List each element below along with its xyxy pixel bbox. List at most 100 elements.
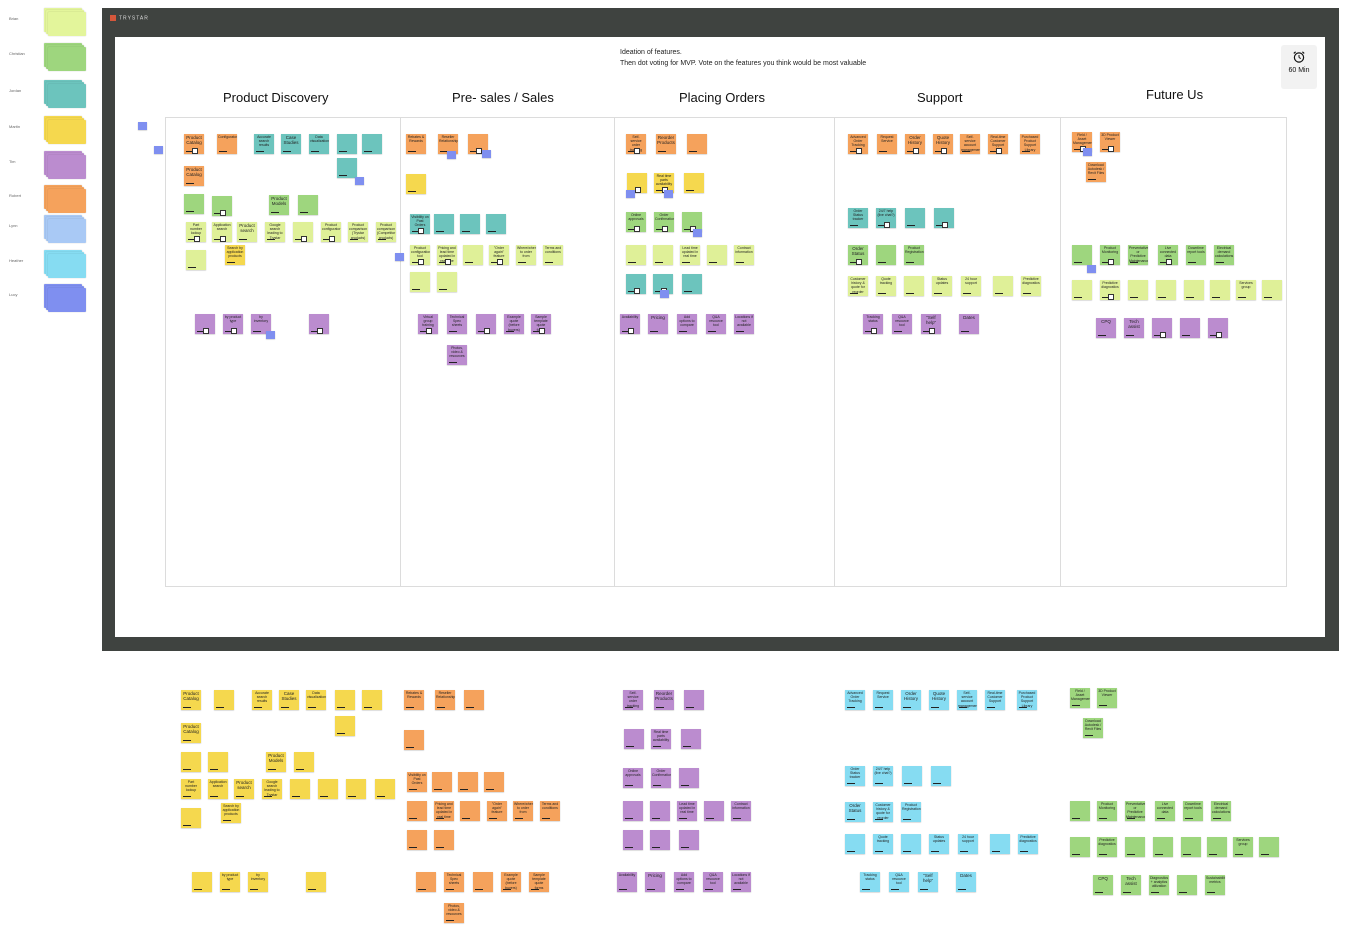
- sticky-note[interactable]: CPQ: [1093, 875, 1113, 895]
- sticky-note[interactable]: Application search: [208, 779, 228, 799]
- sticky-note[interactable]: Pricing and lead time updated in real ti…: [434, 801, 454, 821]
- vote-dot-icon[interactable]: [941, 148, 947, 154]
- sticky-note[interactable]: "Self help": [918, 872, 938, 892]
- sticky-note[interactable]: Rebates & Rewards: [406, 134, 426, 154]
- sticky-note[interactable]: Product Registration: [904, 245, 924, 265]
- small-sticky-marker[interactable]: [447, 151, 456, 159]
- sticky-note[interactable]: [473, 872, 493, 892]
- sticky-note[interactable]: Product Models: [266, 752, 286, 772]
- sticky-note[interactable]: Q&A resource tool: [889, 872, 909, 892]
- legend-swatch-martin[interactable]: [44, 116, 86, 144]
- sticky-note[interactable]: [458, 772, 478, 792]
- small-sticky-marker[interactable]: [482, 150, 491, 158]
- sticky-note[interactable]: Technical Spec sheets: [444, 872, 464, 892]
- sticky-note[interactable]: Example quote (before buyers): [504, 314, 524, 334]
- sticky-note[interactable]: [1259, 837, 1279, 857]
- vote-dot-icon[interactable]: [662, 226, 668, 232]
- sticky-note[interactable]: Data visualizations: [309, 134, 329, 154]
- sticky-note[interactable]: Terms and conditions: [543, 245, 563, 265]
- sticky-note[interactable]: Online approvals: [626, 212, 646, 232]
- legend-swatch-robert[interactable]: [44, 185, 86, 213]
- sticky-note[interactable]: by product type: [223, 314, 243, 334]
- sticky-note[interactable]: [681, 729, 701, 749]
- sticky-note[interactable]: [1128, 280, 1148, 300]
- sticky-note[interactable]: Contract information: [734, 245, 754, 265]
- sticky-note[interactable]: [707, 245, 727, 265]
- sticky-note[interactable]: Services group: [1233, 837, 1253, 857]
- sticky-note[interactable]: [1070, 801, 1090, 821]
- sticky-note[interactable]: Self-service order tracking: [623, 690, 643, 710]
- sticky-note[interactable]: [362, 134, 382, 154]
- vote-dot-icon[interactable]: [497, 259, 503, 265]
- sticky-note[interactable]: Customer history & quote for reorder: [848, 276, 868, 296]
- sticky-note[interactable]: [294, 752, 314, 772]
- legend-swatch-heather[interactable]: [44, 250, 86, 278]
- sticky-note[interactable]: Self-service account management: [957, 690, 977, 710]
- sticky-note[interactable]: Pricing: [645, 872, 665, 892]
- sticky-note[interactable]: Live connected data: [1158, 245, 1178, 265]
- sticky-note[interactable]: Visibility on Past Orders: [410, 214, 430, 234]
- sticky-note[interactable]: Predictive diagnostics: [1018, 834, 1038, 854]
- sticky-note[interactable]: [1153, 837, 1173, 857]
- sticky-note[interactable]: Order History: [905, 134, 925, 154]
- sticky-note[interactable]: Self-service account management: [960, 134, 980, 154]
- sticky-note[interactable]: Downtime report tools: [1186, 245, 1206, 265]
- sticky-note[interactable]: [1184, 280, 1204, 300]
- sticky-note[interactable]: Search by application products: [225, 245, 245, 265]
- sticky-note[interactable]: Electrical demand calculations: [1211, 801, 1231, 821]
- sticky-note[interactable]: 24 hour support: [961, 276, 981, 296]
- sticky-note[interactable]: "Self help": [921, 314, 941, 334]
- sticky-note[interactable]: [195, 314, 215, 334]
- sticky-note[interactable]: Advanced Order Tracking: [848, 134, 868, 154]
- small-sticky-marker[interactable]: [1087, 265, 1096, 273]
- sticky-note[interactable]: [460, 214, 480, 234]
- sticky-note[interactable]: [476, 314, 496, 334]
- sticky-note[interactable]: [1180, 318, 1200, 338]
- sticky-note[interactable]: Case Studies: [279, 690, 299, 710]
- sticky-note[interactable]: Predictive diagnostics: [1097, 837, 1117, 857]
- vote-dot-icon[interactable]: [1108, 259, 1114, 265]
- sticky-note[interactable]: [293, 222, 313, 242]
- sticky-note[interactable]: [1125, 837, 1145, 857]
- sticky-note[interactable]: [346, 779, 366, 799]
- sticky-note[interactable]: Predictive diagnostics: [1021, 276, 1041, 296]
- sticky-note[interactable]: Order Status tracker: [848, 208, 868, 228]
- sticky-note[interactable]: Where/when to order from: [513, 801, 533, 821]
- vote-dot-icon[interactable]: [871, 328, 877, 334]
- small-sticky-marker[interactable]: [664, 190, 673, 198]
- sticky-note[interactable]: Reseller Relationships: [438, 134, 458, 154]
- sticky-note[interactable]: Configurator: [217, 134, 237, 154]
- sticky-note[interactable]: Services group: [1236, 280, 1256, 300]
- vote-dot-icon[interactable]: [1166, 259, 1172, 265]
- sticky-note[interactable]: Reseller Relationships: [435, 690, 455, 710]
- sticky-note[interactable]: Rebates & Rewards: [404, 690, 424, 710]
- sticky-note[interactable]: Add options to compare: [674, 872, 694, 892]
- sticky-note[interactable]: Product search: [234, 779, 254, 799]
- sticky-note[interactable]: Product configuration tool: [410, 245, 430, 265]
- sticky-note[interactable]: [1207, 837, 1227, 857]
- sticky-note[interactable]: by inventory: [248, 872, 268, 892]
- sticky-note[interactable]: Availability: [617, 872, 637, 892]
- sticky-note[interactable]: Request Service: [877, 134, 897, 154]
- vote-dot-icon[interactable]: [231, 328, 237, 334]
- sticky-note[interactable]: Quote tracking: [873, 834, 893, 854]
- sticky-note[interactable]: Product comparison (Competitor products): [376, 222, 396, 242]
- sticky-note[interactable]: Real-time Customer Support: [988, 134, 1008, 154]
- sticky-note[interactable]: [212, 196, 232, 216]
- vote-dot-icon[interactable]: [220, 210, 226, 216]
- sticky-note[interactable]: Virtual group training: [418, 314, 438, 334]
- sticky-note[interactable]: Add options to compare: [677, 314, 697, 334]
- vote-dot-icon[interactable]: [996, 148, 1002, 154]
- sticky-note[interactable]: [1177, 875, 1197, 895]
- sticky-note[interactable]: [990, 834, 1010, 854]
- sticky-note[interactable]: [434, 830, 454, 850]
- sticky-note[interactable]: Purchased Product Support Library: [1017, 690, 1037, 710]
- small-sticky-marker[interactable]: [693, 229, 702, 237]
- vote-dot-icon[interactable]: [634, 288, 640, 294]
- vote-dot-icon[interactable]: [628, 328, 634, 334]
- sticky-note[interactable]: [626, 274, 646, 294]
- sticky-note[interactable]: [624, 729, 644, 749]
- small-sticky-marker[interactable]: [626, 190, 635, 198]
- sticky-note[interactable]: [931, 766, 951, 786]
- sticky-note[interactable]: [184, 194, 204, 214]
